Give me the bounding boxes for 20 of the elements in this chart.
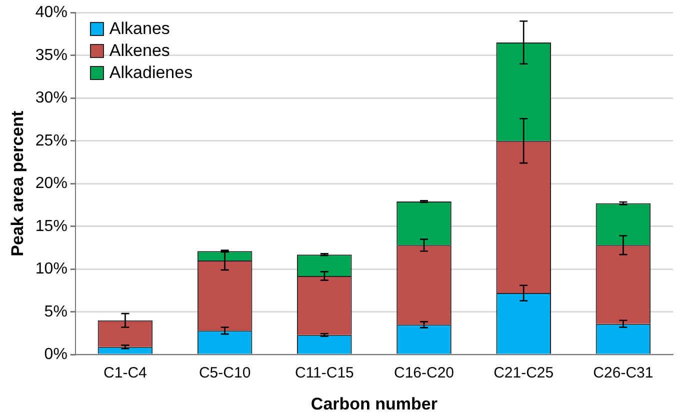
legend-label: Alkadienes [109, 62, 193, 84]
y-tick-label: 35% [35, 46, 68, 64]
y-tick-label: 15% [35, 218, 68, 235]
x-tick-label: C11-C15 [294, 364, 354, 382]
y-axis-title: Peak area percent [8, 110, 27, 256]
x-tick-label: C5-C10 [198, 364, 251, 382]
legend-label: Alkanes [109, 18, 170, 40]
y-tick-label: 20% [35, 175, 68, 192]
x-axis-title: Carbon number [310, 394, 438, 414]
x-tick-label: C1-C4 [104, 364, 147, 382]
x-tick-label: C16-C20 [394, 364, 454, 382]
y-tick-label: 10% [35, 260, 68, 278]
y-tick-label: 25% [35, 132, 68, 150]
y-tick-label: 30% [35, 90, 68, 107]
x-tick-label: C21-C25 [494, 364, 554, 382]
legend-label: Alkenes [109, 40, 170, 62]
y-tick-label: 0% [44, 346, 68, 364]
y-tick-label: 40% [35, 4, 68, 22]
x-tick-label: C26-C31 [593, 364, 654, 382]
y-tick-label: 5% [44, 303, 68, 320]
